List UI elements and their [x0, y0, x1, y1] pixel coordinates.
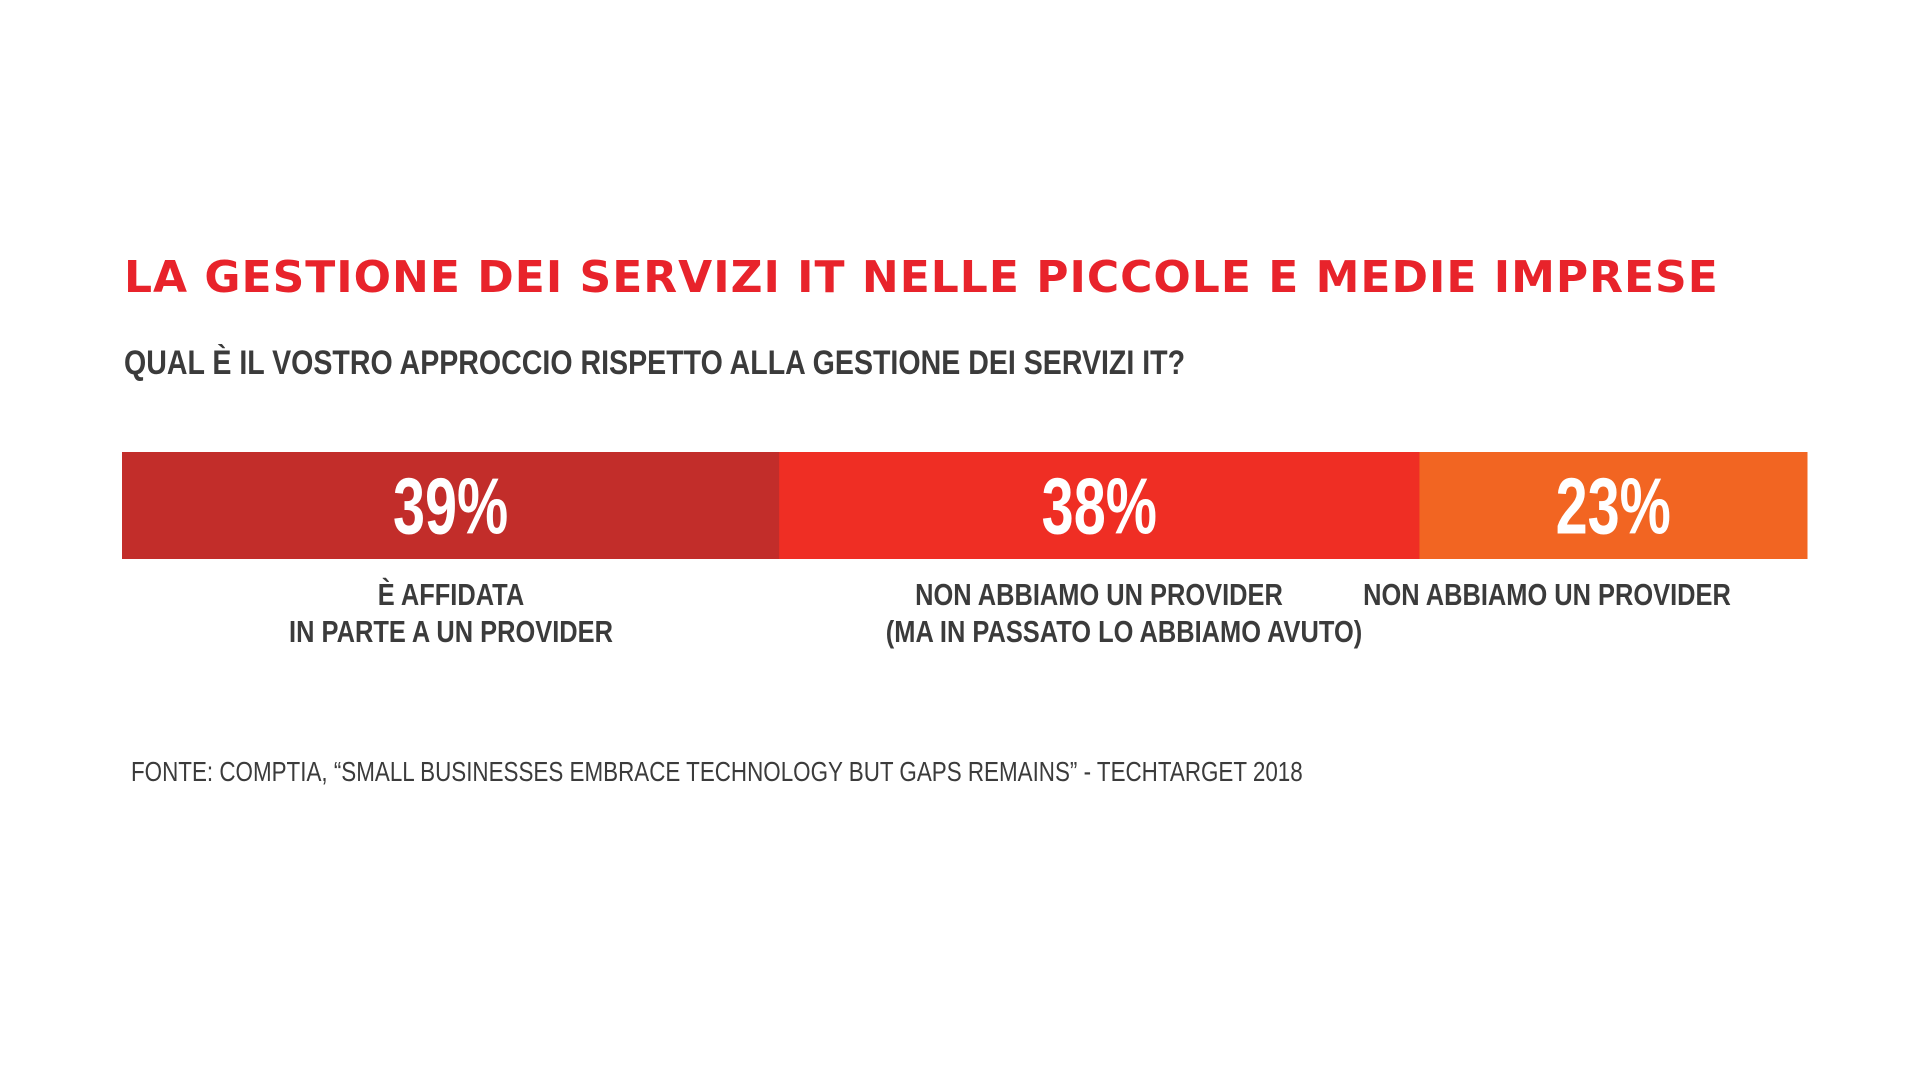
category-label-line: IN PARTE A UN PROVIDER — [288, 614, 613, 649]
category-label-2: NON ABBIAMO UN PROVIDER (MA IN PASSATO LO… — [839, 576, 1363, 650]
stacked-bar: 39% 38% 23% — [122, 452, 1808, 559]
bar-segment-1 — [122, 452, 780, 559]
category-label-line: NON ABBIAMO UN PROVIDER — [915, 577, 1284, 612]
stacked-bar-svg: 39% 38% 23% — [122, 452, 1808, 559]
value-label-1: 39% — [393, 461, 508, 551]
category-label-line: NON ABBIAMO UN PROVIDER — [1363, 577, 1731, 612]
category-labels: È AFFIDATA IN PARTE A UN PROVIDER NON ABBI… — [122, 576, 1807, 666]
bar-segment-3 — [1419, 452, 1808, 559]
bar-segment-2 — [779, 452, 1420, 559]
chart-title: LA GESTIONE DEI SERVIZI IT NELLE PICCOLE… — [124, 252, 1719, 303]
category-label-1: È AFFIDATA IN PARTE A UN PROVIDER — [191, 576, 711, 650]
source-note: FONTE: COMPTIA, “SMALL BUSINESSES EMBRAC… — [131, 756, 1303, 787]
category-label-3: NON ABBIAMO UN PROVIDER — [1287, 576, 1807, 613]
value-label-2: 38% — [1042, 461, 1157, 551]
value-label-3: 23% — [1556, 461, 1671, 551]
chart-subtitle: QUAL È IL VOSTRO APPROCCIO RISPETTO ALLA… — [124, 344, 1186, 382]
category-label-line: (MA IN PASSATO LO ABBIAMO AVUTO) — [886, 614, 1363, 649]
category-label-line: È AFFIDATA — [377, 577, 524, 612]
